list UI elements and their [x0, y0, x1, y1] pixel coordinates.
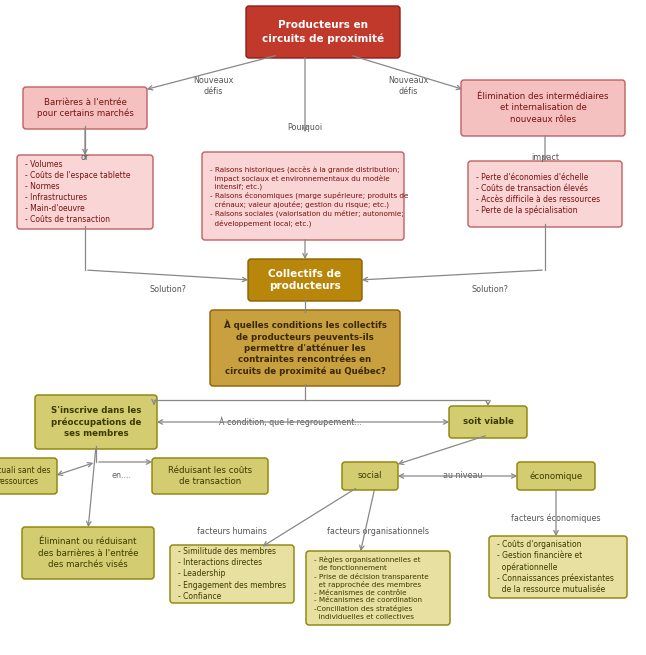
FancyBboxPatch shape	[342, 462, 398, 490]
Text: facteurs humains: facteurs humains	[197, 527, 267, 536]
FancyBboxPatch shape	[517, 462, 595, 490]
FancyBboxPatch shape	[17, 155, 153, 229]
FancyBboxPatch shape	[210, 310, 400, 386]
Text: - Similitude des membres
- Interactions directes
- Leadership
- Engagement des m: - Similitude des membres - Interactions …	[178, 548, 286, 601]
Text: Réduisant les coûts
de transaction: Réduisant les coûts de transaction	[168, 466, 252, 486]
Text: au niveau: au niveau	[443, 472, 483, 481]
Text: À quelles conditions les collectifs
de producteurs peuvents-ils
permettre d'atté: À quelles conditions les collectifs de p…	[224, 320, 386, 376]
FancyBboxPatch shape	[35, 395, 157, 449]
FancyBboxPatch shape	[248, 259, 362, 301]
Text: S'inscrive dans les
préoccupations de
ses membres: S'inscrive dans les préoccupations de se…	[51, 406, 141, 438]
Text: facteurs économiques: facteurs économiques	[511, 514, 601, 523]
FancyBboxPatch shape	[468, 161, 622, 227]
Text: économique: économique	[529, 471, 583, 481]
Text: Nouveaux
défis: Nouveaux défis	[193, 76, 233, 96]
Text: Barrières à l'entrée
pour certains marchés: Barrières à l'entrée pour certains march…	[37, 98, 134, 119]
Text: facteurs organisationnels: facteurs organisationnels	[327, 527, 429, 536]
FancyBboxPatch shape	[306, 551, 450, 625]
Text: - Coûts d'organisation
- Gestion financière et
  opérationnelle
- Connaissances : - Coûts d'organisation - Gestion financi…	[497, 540, 614, 594]
FancyBboxPatch shape	[489, 536, 627, 598]
Text: or: or	[81, 153, 89, 162]
FancyBboxPatch shape	[22, 527, 154, 579]
FancyBboxPatch shape	[449, 406, 527, 438]
FancyBboxPatch shape	[246, 6, 400, 58]
Text: Producteurs en
circuits de proximité: Producteurs en circuits de proximité	[262, 20, 384, 43]
Text: - Règles organisationnelles et
  de fonctionnement
- Prise de décision transpare: - Règles organisationnelles et de foncti…	[314, 556, 429, 620]
FancyBboxPatch shape	[461, 80, 625, 136]
FancyBboxPatch shape	[202, 152, 404, 240]
Text: - Volumes
- Coûts de l'espace tablette
- Normes
- Infrastructures
- Main-d'oeuvr: - Volumes - Coûts de l'espace tablette -…	[25, 160, 130, 224]
Text: impact: impact	[531, 153, 559, 162]
Text: Solution?: Solution?	[149, 286, 187, 295]
FancyBboxPatch shape	[152, 458, 268, 494]
Text: Pourquoi: Pourquoi	[287, 124, 322, 132]
Text: mutuali sant des
ressources: mutuali sant des ressources	[0, 466, 50, 486]
FancyBboxPatch shape	[170, 545, 294, 603]
Text: social: social	[358, 472, 382, 481]
FancyBboxPatch shape	[0, 458, 57, 494]
Text: - Perte d'économies d'échelle
- Coûts de transaction élevés
- Accès difficile à : - Perte d'économies d'échelle - Coûts de…	[476, 172, 600, 215]
Text: soit viable: soit viable	[463, 417, 514, 426]
Text: Solution?: Solution?	[472, 286, 508, 295]
Text: Élimination des intermédiaires
et internalisation de
nouveaux rôles: Élimination des intermédiaires et intern…	[477, 92, 609, 124]
Text: en....: en....	[112, 472, 132, 481]
Text: Nouveaux
défis: Nouveaux défis	[388, 76, 428, 96]
Text: Éliminant ou réduisant
des barrières à l'entrée
des marchés visés: Éliminant ou réduisant des barrières à l…	[37, 537, 138, 569]
Text: Collectifs de
producteurs: Collectifs de producteurs	[269, 269, 342, 291]
Text: - Raisons historiques (accès à la grande distribution;
  impact sociaux et envir: - Raisons historiques (accès à la grande…	[210, 165, 408, 227]
FancyBboxPatch shape	[23, 87, 147, 129]
Text: À condition, que le regroupement...: À condition, que le regroupement...	[218, 417, 362, 427]
